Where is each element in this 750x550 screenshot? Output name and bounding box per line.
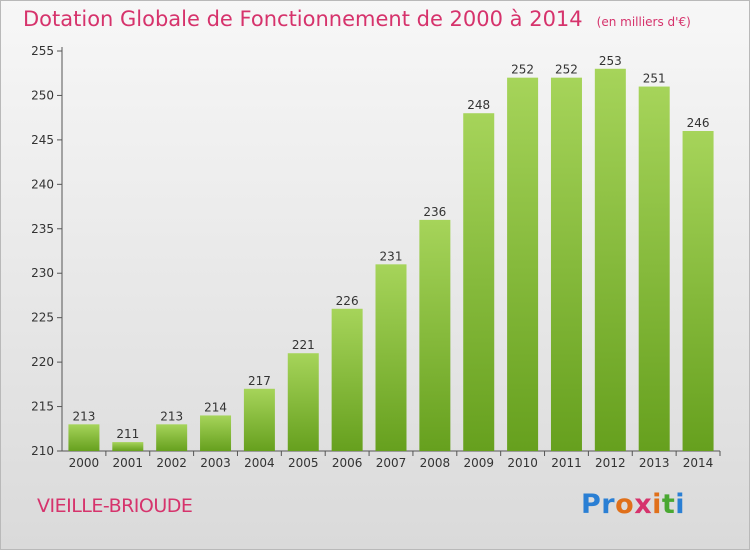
proxiti-logo[interactable]: Proxiti	[581, 489, 685, 520]
title-text: Dotation Globale de Fonctionnement de 20…	[23, 7, 583, 31]
data-label: 213	[160, 409, 183, 423]
data-label: 251	[643, 72, 666, 86]
data-label: 221	[292, 338, 315, 352]
data-label: 217	[248, 374, 271, 388]
bar-2009	[463, 113, 495, 451]
x-tick-label: 2001	[113, 456, 144, 470]
data-labels: 213 211 213 214 217 221 226 231 236 248 252 252 253 2…	[72, 54, 709, 441]
bar-2006	[331, 308, 363, 451]
y-tick-label: 245	[31, 133, 54, 147]
data-label: 231	[380, 249, 403, 263]
logo-letter: t	[661, 489, 676, 520]
y-tick-label: 250	[31, 88, 54, 102]
bar-2012	[594, 68, 626, 452]
x-tick-label: 2007	[376, 456, 407, 470]
logo-letter: i	[652, 489, 662, 520]
data-label: 248	[467, 98, 490, 112]
bars	[68, 68, 714, 452]
logo-letter: x	[634, 489, 653, 520]
x-tick-label: 2009	[463, 456, 494, 470]
data-label: 213	[72, 409, 95, 423]
bar-2005	[287, 353, 319, 451]
data-label: 252	[555, 63, 578, 77]
y-tick-label: 220	[31, 355, 54, 369]
x-tick-label: 2004	[244, 456, 275, 470]
unit-label: (en milliers d'€)	[596, 15, 691, 29]
y-tick-label: 230	[31, 266, 54, 280]
x-tick-label: 2006	[332, 456, 363, 470]
commune-name: VIEILLE-BRIOUDE	[37, 495, 193, 517]
logo-letter: P	[581, 489, 602, 520]
bar-2008	[419, 219, 451, 451]
x-tick-label: 2014	[683, 456, 714, 470]
data-label: 214	[204, 400, 227, 414]
x-tick-label: 2008	[420, 456, 451, 470]
y-tick-label: 235	[31, 222, 54, 236]
x-tick-label: 2011	[551, 456, 582, 470]
x-tick-label: 2003	[200, 456, 231, 470]
bar-2014	[682, 131, 714, 451]
data-label: 253	[599, 54, 622, 68]
chart-title: Dotation Globale de Fonctionnement de 20…	[23, 7, 691, 31]
y-tick-label: 240	[31, 177, 54, 191]
bar-2001	[112, 442, 144, 451]
y-tick-label: 255	[31, 44, 54, 58]
bar-2003	[200, 415, 232, 451]
x-tick-label: 2000	[69, 456, 100, 470]
bar-2011	[550, 77, 582, 452]
y-tick-label: 225	[31, 311, 54, 325]
bar-2004	[243, 388, 275, 451]
data-label: 252	[511, 63, 534, 77]
logo-letter: r	[601, 489, 616, 520]
logo-letter: i	[675, 489, 686, 520]
data-label: 211	[116, 427, 139, 441]
bar-2000	[68, 424, 100, 451]
data-label: 236	[423, 205, 446, 219]
y-tick-label: 215	[31, 400, 54, 414]
data-label: 226	[336, 294, 359, 308]
x-tick-label: 2005	[288, 456, 319, 470]
x-tick-label: 2010	[507, 456, 538, 470]
y-tick-label: 210	[31, 444, 54, 458]
bar-2002	[156, 424, 188, 451]
x-tick-label: 2013	[639, 456, 670, 470]
logo-letter: o	[615, 489, 635, 520]
x-tick-label: 2012	[595, 456, 626, 470]
axes: 210 215 220 225 230 235 240 245 250 255 2000 2001 20…	[31, 44, 721, 470]
data-label: 246	[687, 116, 710, 130]
bar-2007	[375, 264, 407, 451]
bar-2013	[638, 86, 670, 452]
bar-2010	[507, 77, 539, 452]
x-tick-label: 2002	[156, 456, 187, 470]
